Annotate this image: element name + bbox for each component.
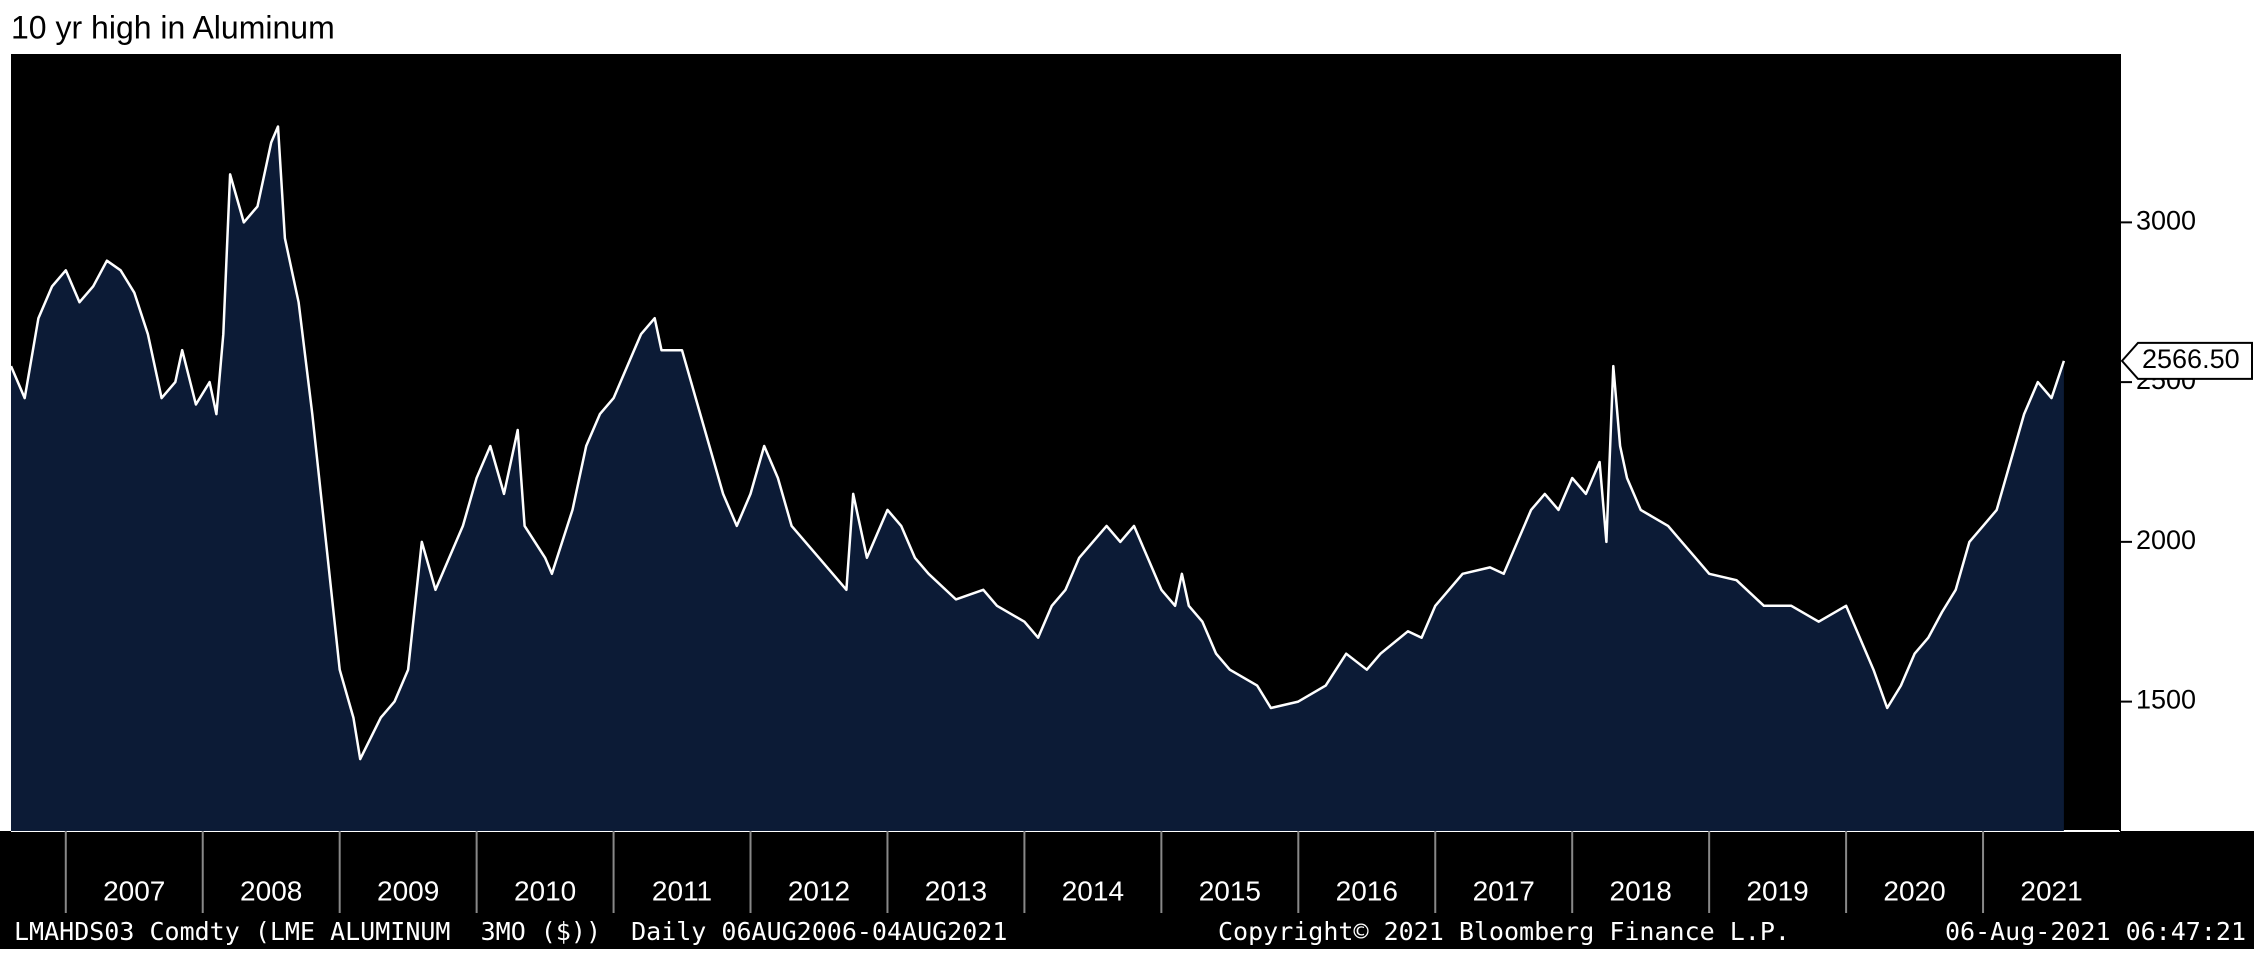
area-fill [11,126,2064,831]
x-tick-label: 2019 [1746,875,1808,906]
x-tick-label: 2007 [103,875,165,906]
footer-center: Copyright© 2021 Bloomberg Finance L.P. [1218,917,1790,946]
y-tick-label: 1500 [2136,685,2196,715]
axis-strip [0,831,2254,949]
x-tick-label: 2020 [1883,875,1945,906]
footer-left: LMAHDS03 Comdty (LME ALUMINUM 3MO ($)) D… [14,917,1007,946]
x-tick-label: 2008 [240,875,302,906]
x-tick-label: 2021 [2020,875,2082,906]
x-tick-label: 2018 [1610,875,1672,906]
y-tick-label: 3000 [2136,205,2196,235]
x-tick-label: 2013 [925,875,987,906]
x-tick-label: 2017 [1473,875,1535,906]
x-tick-label: 2015 [1199,875,1261,906]
last-price-tag [2120,341,2253,380]
x-tick-label: 2010 [514,875,576,906]
x-tick-label: 2009 [377,875,439,906]
footer-right: 06-Aug-2021 06:47:21 [1945,917,2246,946]
y-tick-label: 2000 [2136,525,2196,555]
x-tick-label: 2016 [1336,875,1398,906]
chart-title: 10 yr high in Aluminum [11,9,335,45]
x-tick-label: 2011 [652,875,712,906]
price-line [9,125,2066,761]
x-tick-label: 2012 [788,875,850,906]
last-price-label: 2566.50 [2142,344,2240,374]
x-tick-label: 2014 [1062,875,1124,906]
